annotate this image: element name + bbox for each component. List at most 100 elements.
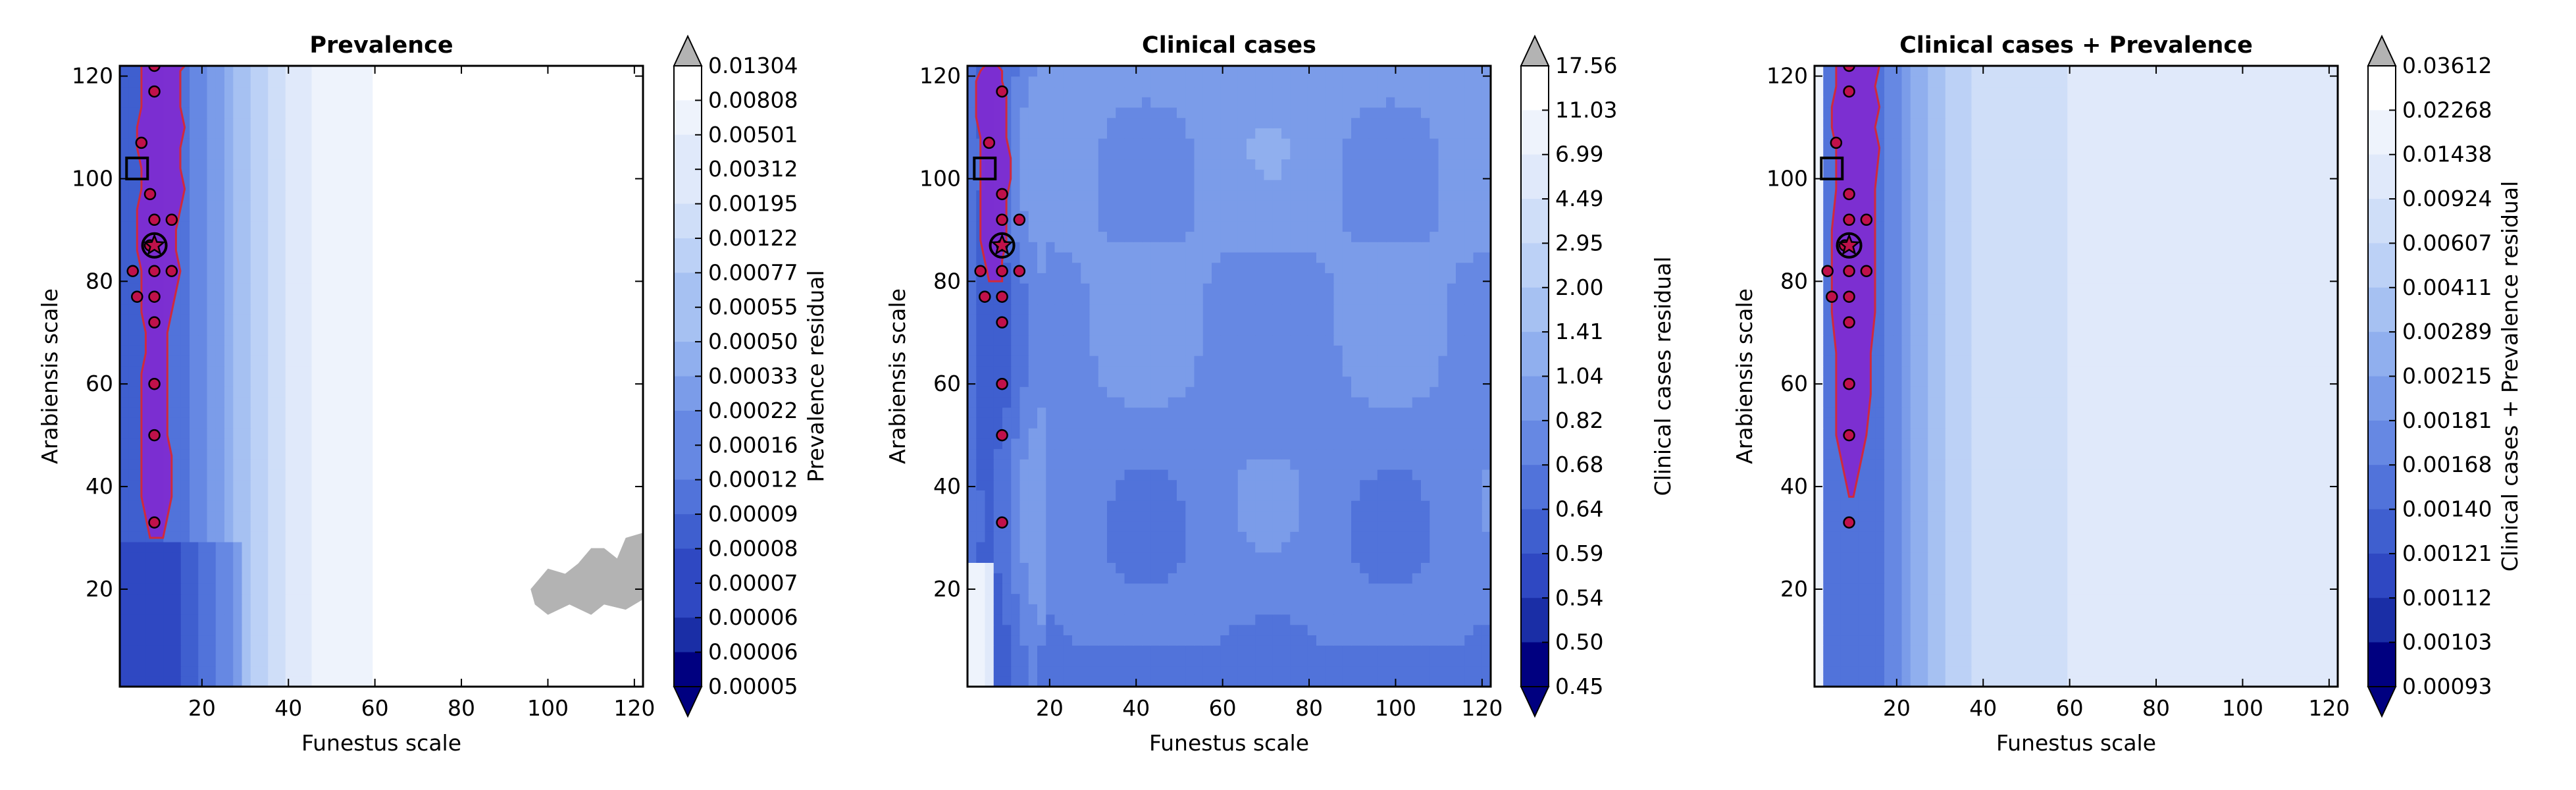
heatmap-cell — [459, 396, 469, 408]
heatmap-cell — [268, 459, 278, 470]
heatmap-cell — [1255, 666, 1265, 677]
heatmap-cell — [259, 676, 269, 687]
heatmap-cell — [1002, 500, 1012, 512]
heatmap-cell — [416, 469, 426, 481]
heatmap-cell — [599, 148, 609, 160]
heatmap-cell — [285, 521, 295, 532]
heatmap-cell — [521, 500, 530, 512]
heatmap-cell — [407, 138, 417, 149]
heatmap-cell — [268, 262, 278, 273]
heatmap-cell — [1473, 552, 1483, 563]
heatmap-cell — [190, 386, 199, 398]
heatmap-cell — [1403, 541, 1413, 553]
heatmap-cell — [1342, 624, 1352, 636]
heatmap-cell — [1403, 562, 1413, 573]
heatmap-cell — [512, 541, 522, 553]
heatmap-cell — [233, 262, 243, 273]
heatmap-cell — [521, 242, 530, 253]
heatmap-cell — [564, 459, 574, 470]
colorbar-tick-label: 0.01304 — [708, 53, 798, 78]
heatmap-cell — [120, 614, 129, 625]
heatmap-cell — [137, 573, 147, 584]
sample-point — [131, 290, 143, 303]
heatmap-cell — [1290, 593, 1300, 604]
heatmap-cell — [512, 666, 522, 677]
heatmap-cell — [364, 190, 373, 201]
heatmap-cell — [582, 324, 592, 336]
heatmap-cell — [1002, 573, 1012, 584]
heatmap-cell — [303, 666, 313, 677]
heatmap-cell — [250, 190, 260, 201]
heatmap-cell — [512, 97, 522, 108]
colorbar-tick-label: 0.00006 — [708, 604, 798, 630]
heatmap-cell — [294, 479, 303, 490]
heatmap-cell — [233, 624, 243, 636]
heatmap-cell — [120, 407, 129, 418]
heatmap-cell — [1177, 531, 1186, 542]
heatmap-cell — [268, 303, 278, 315]
heatmap-cell — [190, 417, 199, 429]
heatmap-cell — [1290, 645, 1300, 656]
heatmap-cell — [434, 334, 443, 346]
heatmap-cell — [198, 604, 208, 615]
heatmap-cell — [373, 262, 382, 273]
heatmap-cell — [1325, 479, 1335, 490]
heatmap-cell — [494, 345, 504, 356]
heatmap-cell — [494, 148, 504, 160]
heatmap-cell — [1177, 541, 1186, 553]
heatmap-cell — [608, 396, 617, 408]
heatmap-cell — [547, 521, 557, 532]
heatmap-cell — [407, 459, 417, 470]
heatmap-cell — [1168, 614, 1177, 625]
heatmap-cell — [1072, 510, 1081, 522]
heatmap-cell — [311, 376, 321, 387]
heatmap-cell — [407, 376, 417, 387]
heatmap-cell — [1247, 676, 1256, 687]
heatmap-cell — [486, 365, 496, 377]
heatmap-cell — [381, 345, 391, 356]
heatmap-cell — [599, 179, 609, 191]
heatmap-cell — [1237, 593, 1247, 604]
heatmap-cell — [276, 583, 286, 594]
heatmap-cell — [224, 500, 234, 512]
heatmap-cell — [573, 521, 582, 532]
heatmap-cell — [538, 334, 548, 346]
heatmap-cell — [381, 676, 391, 687]
heatmap-cell — [1368, 604, 1378, 615]
heatmap-cell — [564, 128, 574, 139]
heatmap-cell — [459, 386, 469, 398]
heatmap-cell — [320, 500, 330, 512]
heatmap-cell — [338, 242, 348, 253]
heatmap-cell — [215, 510, 225, 522]
heatmap-cell — [503, 376, 513, 387]
heatmap-cell — [976, 666, 986, 677]
heatmap-cell — [207, 97, 217, 108]
heatmap-cell — [276, 66, 286, 77]
heatmap-cell — [399, 231, 408, 242]
heatmap-cell — [555, 303, 565, 315]
heatmap-cell — [276, 334, 286, 346]
heatmap-cell — [1185, 562, 1195, 573]
heatmap-cell — [477, 179, 487, 191]
heatmap-cell — [976, 521, 986, 532]
heatmap-cell — [590, 676, 600, 687]
heatmap-cell — [573, 66, 582, 77]
heatmap-cell — [294, 334, 303, 346]
heatmap-cell — [1421, 614, 1430, 625]
heatmap-cell — [442, 407, 452, 418]
heatmap-cell — [215, 190, 225, 201]
heatmap-cell — [1185, 479, 1195, 490]
heatmap-cell — [625, 490, 635, 501]
heatmap-cell — [451, 490, 461, 501]
heatmap-cell — [434, 614, 443, 625]
heatmap-cell — [1002, 676, 1012, 687]
heatmap-cell — [242, 479, 251, 490]
heatmap-cell — [494, 438, 504, 450]
heatmap-cell — [373, 469, 382, 481]
heatmap-cell — [250, 231, 260, 242]
heatmap-cell — [207, 356, 217, 367]
heatmap-cell — [320, 242, 330, 253]
heatmap-cell — [303, 76, 313, 88]
heatmap-cell — [477, 334, 487, 346]
heatmap-cell — [163, 541, 173, 553]
